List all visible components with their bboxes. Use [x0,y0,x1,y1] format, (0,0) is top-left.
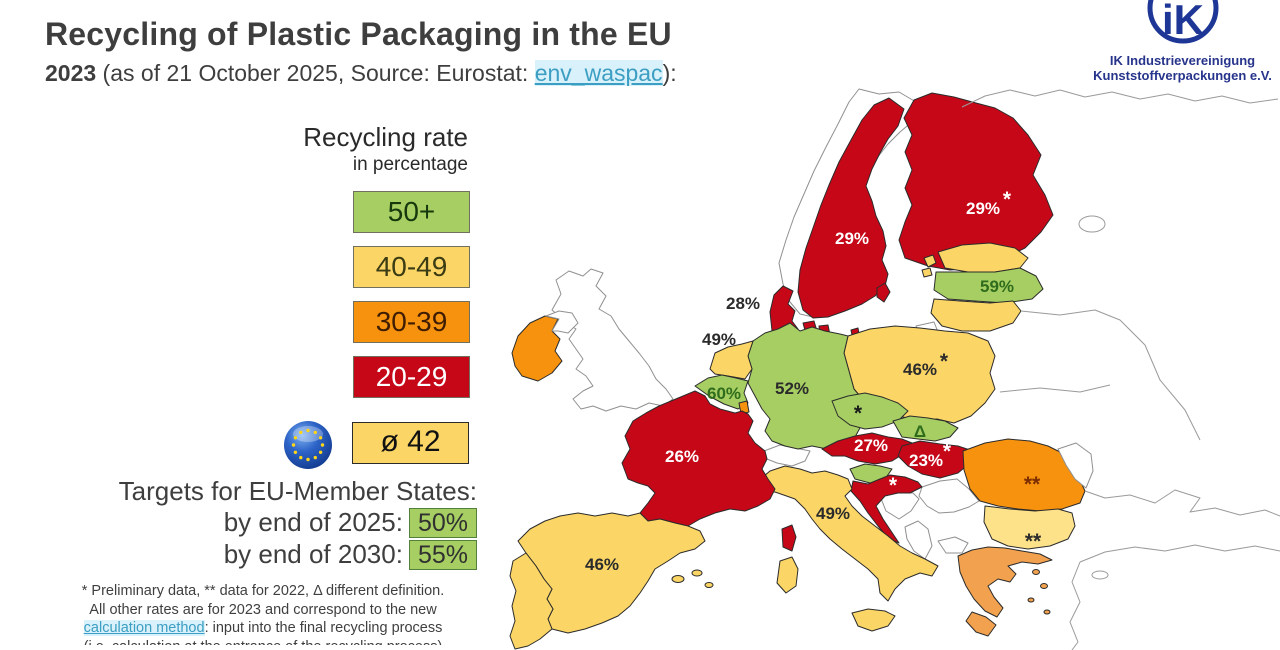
island-corsica [781,524,797,552]
country-north-macedonia [937,536,969,554]
country-moldova [1057,442,1094,489]
legend-class-40-49: 40-49 [353,246,470,288]
subtitle: 2023 (as of 21 October 2025, Source: Eur… [45,60,677,87]
country-italy [757,465,939,602]
target-2030-label: by end of 2030: [223,539,403,569]
footnote-line4-clipped: (i.e. calculation at the entrance of the… [48,638,478,645]
subtitle-year: 2023 [45,60,97,86]
label-bulgaria-note: ** [1025,530,1042,553]
label-hungary-note: * [943,440,952,463]
island-sicily [851,608,896,632]
footnote-line3: calculation method: input into the final… [48,619,478,638]
country-bulgaria [983,505,1076,550]
legend-subtitle: in percentage [352,154,468,175]
label-austria: 27% [854,436,888,455]
lake-ladoga [1078,215,1106,233]
targets-heading: Targets for EU-Member States: [118,476,477,506]
page-title: Recycling of Plastic Packaging in the EU [45,16,672,52]
country-bosnia [879,492,920,520]
label-finland-note: * [1003,188,1012,211]
target-2030-value: 55% [408,540,477,570]
country-estonia [937,242,1029,273]
label-romania-note: ** [1024,473,1041,496]
calculation-method-link[interactable]: calculation method [83,620,205,636]
country-finland [898,92,1054,271]
region-northern-ireland [545,310,579,334]
label-belgium: 60% [707,384,741,403]
target-2025-row: by end of 2025: 50% [40,507,477,538]
country-ireland [511,315,563,382]
label-latvia: 59% [980,277,1014,296]
country-romania [962,438,1086,512]
label-hungary: 23% [909,451,943,470]
eu-flag-icon [283,419,333,469]
subtitle-suffix: ): [662,60,677,86]
label-poland-note: * [940,350,949,373]
env-waspac-link[interactable]: env_waspac [534,60,663,86]
label-czechia-note: * [854,402,863,425]
svg-text:iK: iK [1162,0,1204,43]
greek-islands [1027,569,1051,615]
country-serbia [918,478,980,514]
label-netherlands: 49% [702,330,736,349]
label-italy: 49% [816,504,850,523]
balearic-islands [671,569,714,588]
label-finland: 29% [966,199,1000,218]
target-2025-label: by end of 2025: [223,507,403,537]
footnote-line3-rest: : input into the final recycling process [204,620,443,636]
label-croatia-note: * [889,474,898,497]
europe-choropleth-map: 29% 29% * 59% 28% 49% 60% 52% 46% * * Δ … [509,88,1280,650]
label-spain: 46% [585,555,619,574]
island-gotland [876,282,891,303]
label-poland: 46% [903,360,937,379]
logo-line1: IK Industrievereinigung [1109,53,1256,68]
footnote-line2: All other rates are for 2023 and corresp… [89,601,437,618]
country-belgium [694,374,749,410]
subtitle-text: (as of 21 October 2025, Source: Eurostat… [96,60,535,86]
footnote-line1: * Preliminary data, ** data for 2022, Δ … [81,583,445,599]
country-albania [904,520,933,560]
country-lithuania [930,298,1022,332]
country-czechia [831,392,909,430]
label-denmark: 28% [726,294,760,313]
non-eu-borders [961,89,1280,650]
sea-of-marmara [1091,570,1109,580]
ik-logo: iK IK Industrievereinigung Kunststoffver… [1090,0,1275,83]
label-france: 26% [665,447,699,466]
country-germany [747,322,865,450]
country-slovakia [892,415,959,442]
label-slovakia-note: Δ [914,422,926,441]
target-2025-value: 50% [408,508,477,538]
footnote: * Preliminary data, ** data for 2022, Δ … [48,582,478,645]
eu-average-value: ø 42 [352,422,469,464]
label-germany: 52% [775,379,809,398]
country-croatia [850,474,923,544]
legend-class-30-39: 30-39 [353,301,470,343]
logo-line2: Kunststoffverpackungen e.V. [1093,68,1272,83]
island-saaremaa [921,254,937,278]
country-greece [957,546,1053,637]
country-portugal [509,552,554,650]
island-sardinia [776,556,799,594]
label-sweden: 29% [835,229,869,248]
legend-class-50plus: 50+ [353,191,470,233]
target-2030-row: by end of 2030: 55% [40,539,477,570]
country-latvia [933,267,1044,304]
country-uk [551,268,674,412]
legend-class-20-29: 20-29 [353,356,470,398]
ik-logo-icon: iK [1147,0,1219,44]
legend-title: Recycling rate [303,122,468,152]
